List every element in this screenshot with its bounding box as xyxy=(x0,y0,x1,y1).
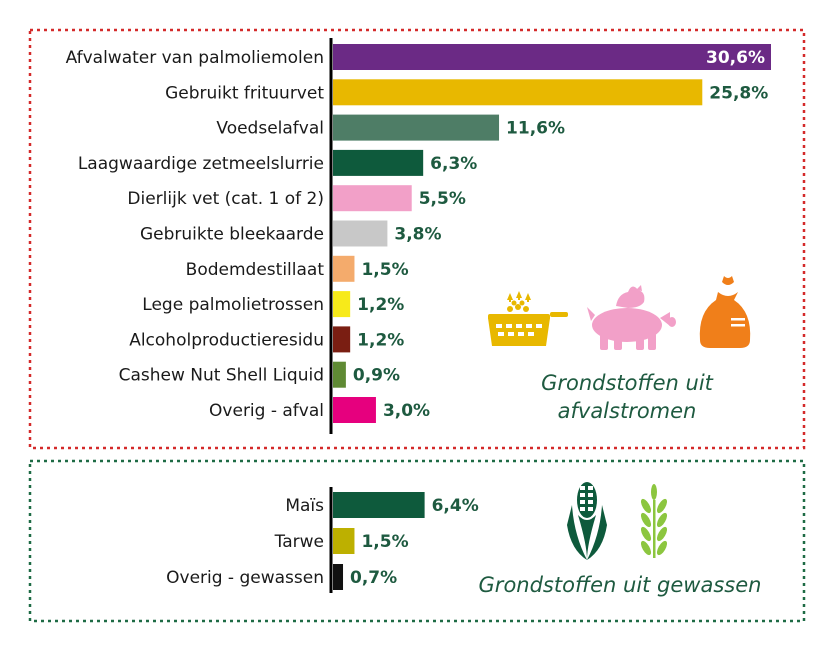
corn-icon xyxy=(567,482,607,560)
category-label: Bodemdestillaat xyxy=(186,260,325,280)
category-label: Dierlijk vet (cat. 1 of 2) xyxy=(127,189,324,209)
bar xyxy=(333,149,424,176)
category-label: Maïs xyxy=(285,496,324,516)
bar xyxy=(333,397,376,423)
value-label: 0,7% xyxy=(350,568,397,588)
category-label: Afvalwater van palmoliemolen xyxy=(66,48,324,68)
value-label: 3,0% xyxy=(383,401,430,421)
bar xyxy=(333,185,412,212)
crops-bars-group: Maïs 6,4% Tarwe 1,5% Overig - gewassen 0,7% xyxy=(166,492,479,590)
waste-bars-group: Afvalwater van palmoliemolen 30,6% Gebruik… xyxy=(66,44,771,423)
category-label: Gebruikte bleekaarde xyxy=(140,225,324,245)
bar xyxy=(333,361,346,388)
category-label: Laagwaardige zetmeelslurrie xyxy=(78,154,324,174)
value-label: 1,5% xyxy=(361,532,408,552)
value-label: 30,6% xyxy=(706,48,765,68)
category-label: Lege palmolietrossen xyxy=(142,295,324,315)
bar xyxy=(333,326,351,353)
bar xyxy=(333,79,703,106)
fryer-icon xyxy=(488,291,568,346)
value-label: 1,2% xyxy=(357,295,404,315)
value-label: 25,8% xyxy=(709,83,768,103)
value-label: 1,2% xyxy=(357,330,404,350)
category-label: Gebruikt frituurvet xyxy=(165,83,324,103)
bar xyxy=(333,44,771,70)
value-label: 3,8% xyxy=(394,225,441,245)
bar xyxy=(333,114,500,141)
crops-section-border xyxy=(28,459,806,623)
pig-chicken-icon xyxy=(587,285,676,350)
category-label: Voedselafval xyxy=(216,119,324,139)
bar xyxy=(333,220,388,247)
category-label: Cashew Nut Shell Liquid xyxy=(119,366,324,386)
wheat-icon xyxy=(640,484,668,558)
waste-section-border xyxy=(28,28,806,450)
bar xyxy=(333,528,355,554)
value-label: 0,9% xyxy=(353,366,400,386)
bar xyxy=(333,255,355,282)
category-label: Overig - afval xyxy=(209,401,324,421)
bar xyxy=(333,564,344,590)
bar xyxy=(333,291,351,318)
value-label: 5,5% xyxy=(419,189,466,209)
value-label: 6,4% xyxy=(432,496,479,516)
value-label: 1,5% xyxy=(361,260,408,280)
category-label: Alcoholproductieresidu xyxy=(129,330,324,350)
category-label: Overig - gewassen xyxy=(166,568,324,588)
waste-section-title-line2: afvalstromen xyxy=(558,399,697,423)
category-label: Tarwe xyxy=(274,532,324,552)
crops-section-title: Grondstoffen uit gewassen xyxy=(479,573,762,597)
value-label: 11,6% xyxy=(506,119,565,139)
waste-bag-icon xyxy=(699,276,751,348)
bar xyxy=(333,492,425,518)
value-label: 6,3% xyxy=(430,154,477,174)
waste-section-title-line1: Grondstoffen uit xyxy=(541,371,714,395)
